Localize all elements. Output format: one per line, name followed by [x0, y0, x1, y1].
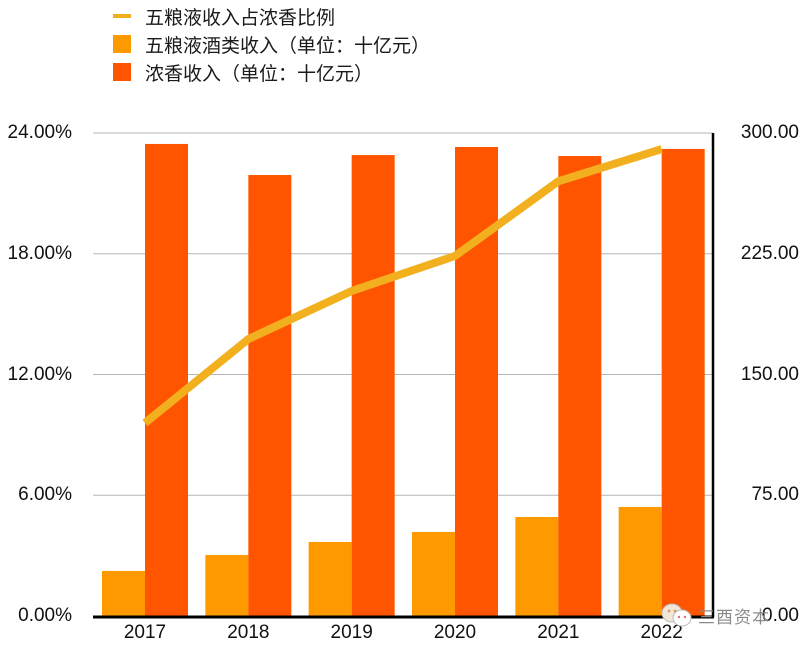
legend-swatch-line: [113, 14, 131, 18]
left-tick-label: 18.00%: [7, 242, 72, 264]
left-tick-label: 12.00%: [7, 363, 72, 385]
bar-2021-nongxiang: [558, 156, 602, 616]
legend-item-wuliangye-revenue: 五粮液酒类收入（单位：十亿元）: [113, 30, 430, 58]
gridlines: [93, 132, 713, 496]
x-tick-label: 2019: [330, 622, 373, 643]
legend-item-ratio: 五粮液收入占浓香比例: [113, 2, 430, 30]
right-tick-label: 225.00: [740, 242, 799, 264]
bar-2022-wuliangye: [618, 507, 662, 616]
watermark: 三酉资本: [660, 602, 770, 628]
legend-swatch-box: [113, 35, 131, 53]
legend-label: 五粮液酒类收入（单位：十亿元）: [145, 34, 431, 57]
bar-2017-nongxiang: [145, 143, 188, 616]
bar-2017-wuliangye: [102, 570, 145, 616]
bar-2019-nongxiang: [351, 155, 395, 616]
ratio-line-series: [142, 145, 663, 427]
legend-label: 五粮液收入占浓香比例: [145, 6, 336, 29]
left-tick-label: 6.00%: [18, 484, 72, 506]
bar-series: [102, 143, 705, 616]
right-tick-label: 300.00: [740, 122, 799, 143]
chart-legend: 五粮液收入占浓香比例 五粮液酒类收入（单位：十亿元） 浓香收入（单位：十亿元）: [113, 2, 430, 86]
left-tick-label: 0.00%: [18, 605, 72, 626]
x-tick-label: 2021: [537, 622, 580, 643]
bar-2018-wuliangye: [205, 554, 249, 616]
right-tick-label: 75.00: [751, 484, 799, 506]
bar-2020-wuliangye: [412, 531, 455, 616]
legend-item-nongxiang-revenue: 浓香收入（单位：十亿元）: [113, 58, 430, 86]
right-tick-label: 0.00: [762, 605, 799, 626]
bar-2019-wuliangye: [308, 541, 352, 616]
x-tick-label: 2020: [433, 622, 477, 643]
left-tick-label: 24.00%: [7, 122, 72, 143]
bar-2020-nongxiang: [455, 147, 498, 616]
wechat-icon: [660, 602, 694, 628]
bar-2022-nongxiang: [661, 148, 705, 616]
x-tick-label: 2017: [123, 622, 167, 643]
bar-2021-wuliangye: [515, 516, 559, 616]
x-tick-label: 2018: [227, 622, 270, 643]
watermark-text: 三酉资本: [698, 607, 770, 628]
right-tick-label: 150.00: [740, 363, 799, 385]
legend-swatch-box: [113, 63, 131, 81]
bar-2018-nongxiang: [248, 175, 292, 616]
x-tick-label: 2022: [640, 622, 683, 643]
legend-label: 浓香收入（单位：十亿元）: [145, 62, 374, 85]
